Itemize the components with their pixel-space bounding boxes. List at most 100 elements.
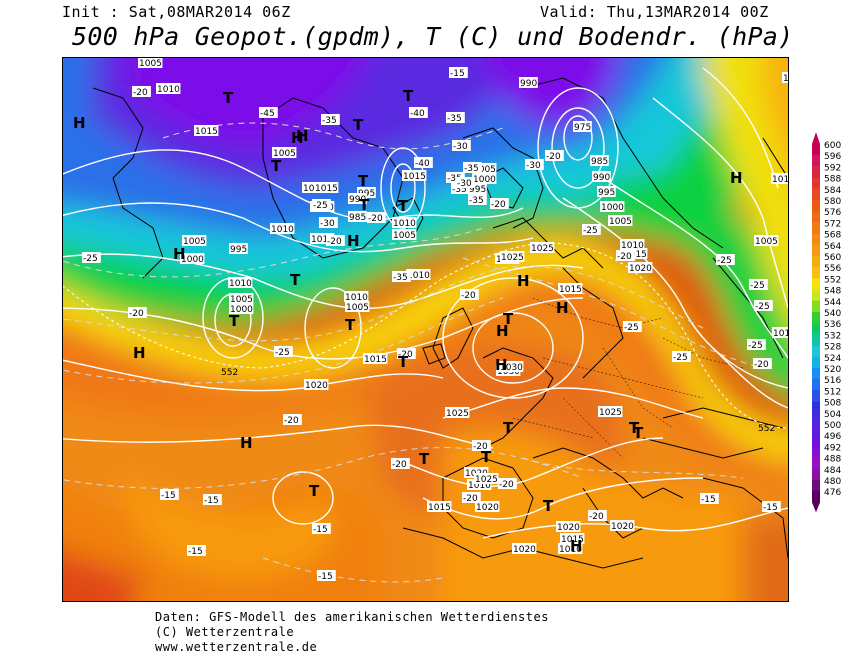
isobar-label: 1005	[608, 215, 633, 227]
high-pressure-marker: H	[296, 127, 309, 145]
low-pressure-marker: T	[271, 157, 282, 175]
svg-text:-15: -15	[313, 525, 328, 535]
isotherm-label: -20	[391, 458, 410, 470]
scale-swatch	[812, 323, 820, 335]
svg-text:1020: 1020	[629, 264, 652, 274]
isobar-label: 1000	[229, 303, 254, 315]
low-pressure-marker: T	[345, 316, 356, 334]
geopotential-labels: 552 552	[221, 368, 775, 434]
svg-text:-20: -20	[754, 360, 769, 370]
svg-text:-20: -20	[546, 152, 561, 162]
scale-tick-label: 516	[824, 376, 841, 386]
isotherm-label: -20	[326, 235, 345, 247]
scale-tick-label: 600	[824, 141, 841, 151]
isobar-label: 975	[573, 121, 592, 133]
scale-swatch	[812, 256, 820, 268]
svg-text:1010: 1010	[621, 241, 644, 251]
scale-swatch	[812, 457, 820, 470]
svg-text:1015: 1015	[195, 127, 218, 137]
svg-text:-40: -40	[410, 109, 425, 119]
scale-swatch	[812, 312, 820, 324]
svg-text:1030: 1030	[500, 363, 523, 373]
isobar-label: 1010	[558, 543, 583, 555]
svg-text:1010: 1010	[229, 279, 252, 289]
isobar-label: 985	[590, 155, 609, 167]
isotherm-label: -30	[456, 177, 475, 189]
low-pressure-marker: T	[359, 196, 370, 214]
isotherm-label: -35	[468, 194, 487, 206]
low-pressure-marker: T	[398, 353, 409, 371]
scale-swatch	[812, 211, 820, 223]
isotherm-label: -20	[753, 358, 772, 370]
isobar-label: 1000	[600, 201, 625, 213]
temperature-labels: -35-45-35-40-35-30-35-40-35-35-35-30-25-…	[82, 67, 781, 582]
svg-text:1005: 1005	[473, 165, 496, 175]
isobar-label: 1020	[512, 543, 537, 555]
isobar-label: 1025	[474, 473, 499, 485]
svg-text:995: 995	[598, 188, 615, 198]
isobar-label: 1005	[182, 235, 207, 247]
svg-text:-35: -35	[393, 273, 408, 283]
svg-text:-20: -20	[617, 252, 632, 262]
svg-text:-30: -30	[457, 179, 472, 189]
svg-text:-20: -20	[473, 442, 488, 452]
svg-text:1015: 1015	[561, 535, 584, 545]
low-pressure-marker: T	[633, 424, 644, 442]
isotherm-label: -15	[317, 570, 336, 582]
svg-text:1015: 1015	[403, 172, 426, 182]
low-pressure-marker: T	[629, 419, 640, 437]
isobar-label: 995	[468, 183, 487, 195]
isobar-label: 985	[348, 211, 367, 223]
isotherm-label: -30	[319, 217, 338, 229]
isotherm-label: -15	[160, 489, 179, 501]
isobar-label: 1015	[427, 501, 452, 513]
high-pressure-marker: H	[73, 114, 86, 132]
svg-text:1025: 1025	[599, 408, 622, 418]
svg-text:-25: -25	[583, 226, 598, 236]
scale-swatch	[812, 345, 820, 358]
isotherm-label: -15	[203, 494, 222, 506]
isotherm-label: -15	[449, 67, 468, 79]
scale-swatch	[812, 200, 820, 212]
scale-swatch	[812, 177, 820, 190]
scale-swatch	[812, 144, 820, 156]
isotherm-label: -20	[367, 212, 386, 224]
scale-tick-label: 568	[824, 231, 841, 241]
svg-text:1005: 1005	[346, 303, 369, 313]
svg-text:975: 975	[574, 123, 591, 133]
svg-text:995: 995	[469, 185, 486, 195]
svg-text:-20: -20	[368, 214, 383, 224]
svg-text:-45: -45	[260, 109, 275, 119]
isobar-label: 1005	[754, 235, 779, 247]
svg-text:1010: 1010	[393, 219, 416, 229]
svg-text:-40: -40	[415, 159, 430, 169]
scale-tick-label: 584	[824, 186, 841, 196]
scale-tick-label: 532	[824, 331, 841, 341]
svg-text:1005: 1005	[183, 237, 206, 247]
isobar-label: 1025	[500, 251, 525, 263]
svg-text:1005: 1005	[393, 231, 416, 241]
svg-text:-20: -20	[463, 494, 478, 504]
low-pressure-marker: T	[290, 271, 301, 289]
isobar-label: 990	[348, 193, 367, 205]
svg-text:1005: 1005	[273, 149, 296, 159]
scale-swatch	[812, 435, 820, 447]
svg-text:-15: -15	[450, 69, 465, 79]
isotherm-label: -35	[446, 112, 465, 124]
scale-tick-label: 476	[824, 488, 841, 498]
low-pressure-marker: T	[358, 172, 369, 190]
high-pressure-marker: H	[240, 434, 253, 452]
svg-text:1000: 1000	[181, 255, 204, 265]
isobar-label: 1010	[344, 291, 369, 303]
svg-text:1025: 1025	[501, 253, 524, 263]
scale-swatch	[812, 267, 820, 279]
scale-swatch	[812, 278, 820, 291]
isotherm-label: -25	[582, 224, 601, 236]
scale-swatch	[812, 155, 820, 167]
isobar-label: 1025	[530, 242, 555, 254]
svg-text:985: 985	[349, 213, 366, 223]
scale-swatch	[812, 300, 820, 313]
isotherm-label: -20	[397, 348, 416, 360]
scale-bottom-arrow	[812, 502, 820, 513]
svg-text:-15: -15	[318, 572, 333, 582]
